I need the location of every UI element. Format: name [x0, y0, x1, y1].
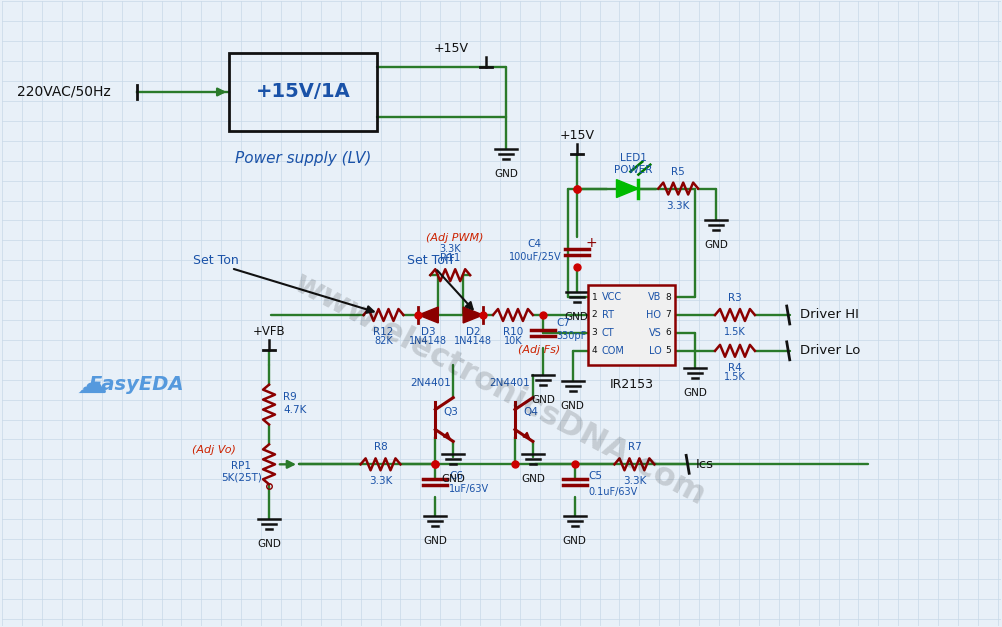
Text: 2N4401: 2N4401 — [410, 377, 450, 387]
Text: VCC: VCC — [601, 292, 621, 302]
Text: +15V/1A: +15V/1A — [256, 83, 350, 102]
Text: RT: RT — [601, 310, 613, 320]
Text: 4.7K: 4.7K — [283, 404, 306, 414]
Text: Q3: Q3 — [443, 406, 458, 416]
Text: R10: R10 — [502, 327, 523, 337]
Text: 100uF/25V: 100uF/25V — [508, 252, 560, 262]
Polygon shape — [418, 307, 438, 323]
Text: R11: R11 — [440, 253, 460, 263]
Text: R3: R3 — [727, 293, 741, 303]
Text: (Adj Vo): (Adj Vo) — [192, 445, 236, 455]
Text: HO: HO — [645, 310, 660, 320]
Text: 2N4401: 2N4401 — [489, 377, 530, 387]
Text: GND: GND — [257, 539, 281, 549]
Text: C5: C5 — [588, 472, 602, 482]
Text: +15V: +15V — [558, 129, 593, 142]
Text: GND: GND — [530, 394, 554, 404]
Text: GND: GND — [441, 474, 465, 484]
Text: 5: 5 — [665, 346, 670, 356]
Text: R4: R4 — [727, 363, 741, 373]
Text: 0.1uF/63V: 0.1uF/63V — [588, 487, 637, 497]
Text: 1N4148: 1N4148 — [409, 336, 447, 346]
Text: 1.5K: 1.5K — [723, 327, 745, 337]
Text: 7: 7 — [665, 310, 670, 320]
Text: 220VAC/50Hz: 220VAC/50Hz — [17, 85, 111, 99]
Polygon shape — [616, 179, 637, 198]
Text: Set Toff: Set Toff — [407, 254, 453, 266]
Text: C6: C6 — [449, 472, 463, 482]
Text: C4: C4 — [527, 240, 541, 250]
Text: 3.3K: 3.3K — [622, 477, 645, 487]
Text: 3.3K: 3.3K — [369, 477, 392, 487]
Text: Set Ton: Set Ton — [193, 254, 238, 266]
Bar — [229, 53, 376, 131]
Text: Ics: Ics — [695, 458, 713, 471]
Text: GND: GND — [564, 312, 588, 322]
Text: ☁: ☁ — [76, 370, 107, 399]
Text: IR2153: IR2153 — [609, 377, 652, 391]
Text: R7: R7 — [627, 443, 640, 453]
Text: RP1: RP1 — [230, 461, 250, 472]
Text: www.electronicsDNA.com: www.electronicsDNA.com — [289, 268, 710, 512]
Text: +15V: +15V — [433, 42, 468, 55]
Text: 8: 8 — [665, 293, 670, 302]
Text: COM: COM — [601, 346, 624, 356]
Text: 3.3K: 3.3K — [439, 245, 461, 255]
Text: 3: 3 — [591, 329, 597, 337]
Text: 330pF: 330pF — [556, 331, 586, 341]
Text: Driver Lo: Driver Lo — [799, 344, 859, 357]
Text: Driver HI: Driver HI — [799, 308, 858, 322]
Text: Power supply (LV): Power supply (LV) — [234, 150, 371, 166]
Text: EasyEDA: EasyEDA — [89, 375, 184, 394]
Text: 1uF/63V: 1uF/63V — [449, 484, 489, 494]
Text: 1.5K: 1.5K — [723, 372, 745, 382]
Text: (Adj PWM): (Adj PWM) — [426, 233, 484, 243]
Text: +VFB: +VFB — [253, 325, 285, 338]
Text: 5K(25T): 5K(25T) — [220, 472, 262, 482]
Bar — [587, 285, 674, 365]
Text: GND: GND — [560, 401, 584, 411]
Text: 6: 6 — [665, 329, 670, 337]
Text: 82K: 82K — [374, 336, 393, 346]
Text: GND: GND — [423, 536, 447, 546]
Text: R12: R12 — [373, 327, 394, 337]
Text: R5: R5 — [670, 167, 684, 177]
Text: C7: C7 — [556, 318, 570, 328]
Text: +: + — [585, 236, 597, 250]
Text: 4: 4 — [591, 346, 596, 356]
Text: LO: LO — [648, 346, 660, 356]
Text: GND: GND — [494, 169, 517, 179]
Text: 1: 1 — [591, 293, 597, 302]
Text: GND: GND — [520, 474, 544, 484]
Text: VS: VS — [648, 328, 660, 338]
Text: GND: GND — [682, 387, 706, 398]
Text: 3.3K: 3.3K — [666, 201, 689, 211]
Text: Q4: Q4 — [522, 406, 537, 416]
Text: D2: D2 — [465, 327, 480, 337]
Text: CT: CT — [601, 328, 613, 338]
Text: POWER: POWER — [613, 165, 652, 174]
Text: GND: GND — [703, 240, 727, 250]
Text: (Adj Fs): (Adj Fs) — [517, 345, 560, 355]
Text: GND: GND — [562, 536, 586, 546]
Text: D3: D3 — [421, 327, 435, 337]
Text: R8: R8 — [374, 443, 387, 453]
Text: 2: 2 — [591, 310, 596, 320]
Text: 1N4148: 1N4148 — [454, 336, 492, 346]
Text: R9: R9 — [283, 392, 297, 402]
Text: 10K: 10K — [503, 336, 522, 346]
Text: LED1: LED1 — [619, 152, 646, 162]
Text: VB: VB — [647, 292, 660, 302]
Polygon shape — [463, 307, 483, 323]
